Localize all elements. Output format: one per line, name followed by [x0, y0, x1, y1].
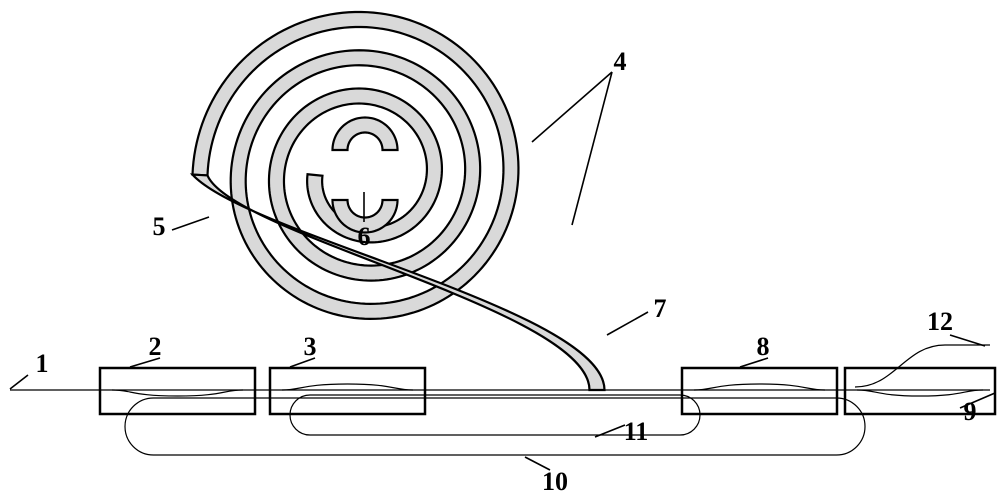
label-10: 10 — [542, 467, 568, 496]
label-11: 11 — [624, 417, 649, 446]
label-leader-12 — [950, 335, 985, 346]
label-2: 2 — [149, 332, 162, 361]
label-6: 6 — [358, 222, 371, 251]
label-leader-7 — [607, 312, 648, 335]
label-4: 4 — [614, 47, 627, 76]
label-leader-5 — [172, 217, 209, 230]
component-box-3 — [270, 368, 425, 414]
label-9: 9 — [964, 397, 977, 426]
label-3: 3 — [304, 332, 317, 361]
label-12: 12 — [927, 307, 953, 336]
label-8: 8 — [757, 332, 770, 361]
spiral-track — [193, 12, 519, 319]
spiral-downstroke — [193, 175, 605, 390]
label-leader-1 — [10, 375, 28, 389]
component-box-8 — [682, 368, 837, 414]
label-leader-4 — [532, 72, 612, 142]
spiral-s-core — [333, 118, 398, 151]
label-7: 7 — [654, 294, 667, 323]
label-1: 1 — [36, 349, 49, 378]
label-leader-4 — [572, 72, 612, 225]
label-5: 5 — [153, 212, 166, 241]
